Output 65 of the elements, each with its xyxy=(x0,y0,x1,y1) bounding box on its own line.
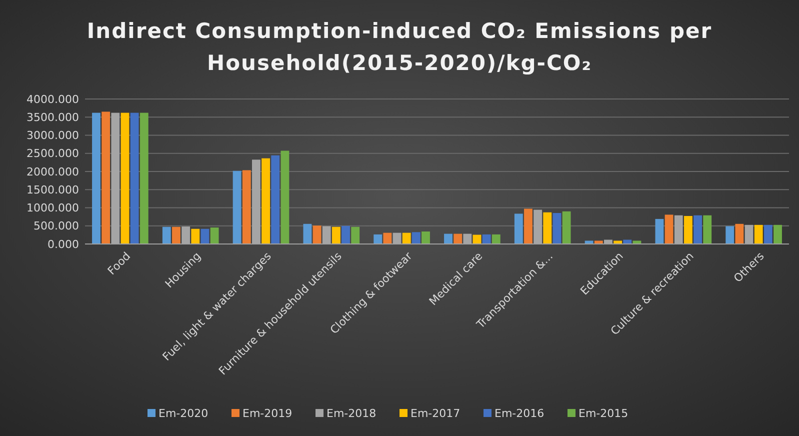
bar xyxy=(492,234,500,244)
y-tick-label: 3500.000 xyxy=(26,110,79,124)
bar xyxy=(280,150,290,244)
bar xyxy=(374,234,382,244)
bar xyxy=(102,112,110,244)
bar xyxy=(271,155,280,244)
y-tick-label: 0.000 xyxy=(48,238,79,251)
legend-label: Em-2015 xyxy=(578,406,628,420)
bar xyxy=(383,232,392,244)
bar xyxy=(92,112,100,244)
bar xyxy=(584,240,594,244)
bar xyxy=(614,240,622,244)
bar xyxy=(200,228,210,244)
bar xyxy=(703,215,712,244)
legend-label: Em-2020 xyxy=(158,406,208,420)
bar xyxy=(764,224,772,244)
legend-label: Em-2016 xyxy=(494,406,544,420)
bar xyxy=(655,218,664,244)
bar xyxy=(444,234,452,244)
bar xyxy=(632,240,642,244)
bar xyxy=(242,170,251,244)
bar xyxy=(735,224,744,244)
bar xyxy=(543,212,552,244)
legend-label: Em-2017 xyxy=(410,406,460,420)
y-tick-label: 1000.000 xyxy=(26,202,79,215)
y-tick-label: 4000.000 xyxy=(26,92,79,106)
bar xyxy=(422,231,430,244)
bar xyxy=(412,232,420,244)
bar xyxy=(562,211,571,244)
bar xyxy=(623,240,632,244)
bar xyxy=(684,216,692,244)
bar xyxy=(774,224,782,244)
bar xyxy=(514,214,523,244)
bar xyxy=(524,208,532,244)
chart-title: Indirect Consumption-induced CO₂ Emissions per Household(2015-2020)/kg-CO₂ xyxy=(86,19,712,75)
bar xyxy=(120,112,130,244)
y-tick-label: 2500.000 xyxy=(26,147,79,160)
bar xyxy=(594,240,603,244)
bar xyxy=(402,232,411,244)
y-tick-label: 500.000 xyxy=(34,220,79,233)
bar xyxy=(482,234,491,244)
bar xyxy=(162,226,171,244)
legend-label: Em-2018 xyxy=(326,406,376,420)
bar xyxy=(664,214,674,244)
bar xyxy=(232,170,242,244)
bar xyxy=(312,226,322,244)
legend-label: Em-2019 xyxy=(242,406,292,420)
bar xyxy=(342,226,350,244)
bar xyxy=(552,213,562,244)
bar xyxy=(303,224,312,244)
bar xyxy=(694,215,702,244)
bar xyxy=(210,228,219,244)
bar xyxy=(726,226,734,244)
bar xyxy=(191,228,200,244)
y-tick-label: 2000.000 xyxy=(26,165,79,178)
bar xyxy=(332,226,340,244)
bar xyxy=(754,224,763,244)
bar xyxy=(172,226,180,244)
bar xyxy=(454,234,462,244)
y-tick-label: 3000.000 xyxy=(26,129,79,142)
bar xyxy=(130,112,139,244)
bar xyxy=(140,112,148,244)
bar xyxy=(262,158,270,244)
y-tick-label: 1500.000 xyxy=(26,183,79,196)
bar xyxy=(351,226,360,244)
